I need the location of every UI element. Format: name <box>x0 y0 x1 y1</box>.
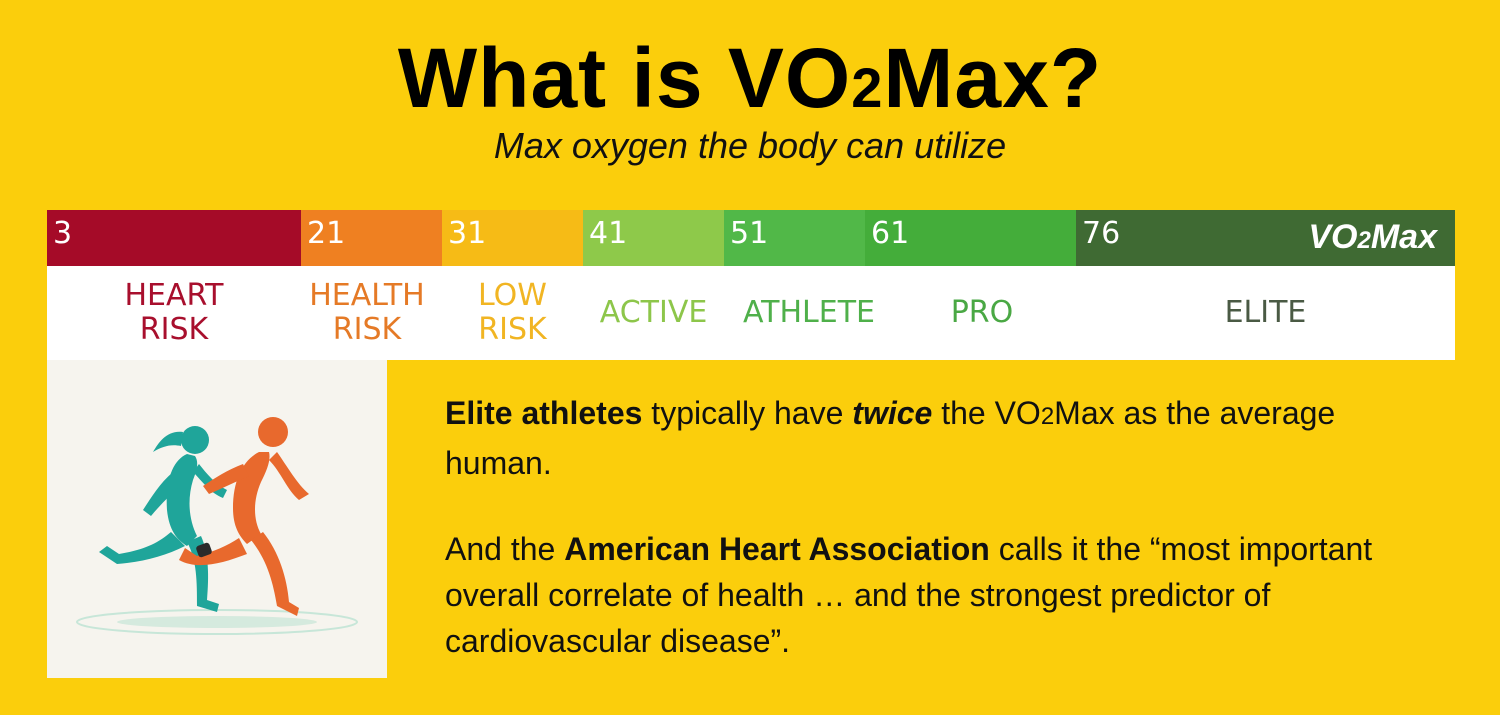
scale-label-health-risk: HEALTH RISK <box>309 278 425 347</box>
scale-value: 76 <box>1082 216 1121 251</box>
page-title: What is VO2Max? <box>397 31 1103 125</box>
runners-icon <box>76 417 358 635</box>
scale-value: 41 <box>589 216 628 251</box>
vo2max-badge: VO2Max <box>1308 218 1437 256</box>
scale-value: 3 <box>53 216 73 251</box>
scale-value: 31 <box>448 216 487 251</box>
vo2max-scale: 3 21 31 41 51 61 76 VO2Max HEART RISK HE… <box>47 210 1455 360</box>
scale-label-heart-risk: HEART RISK <box>124 278 224 347</box>
aha-paragraph: And the American Heart Association calls… <box>445 531 1373 659</box>
scale-value: 51 <box>730 216 769 251</box>
scale-segment-elite: 76 VO2Max <box>1076 210 1455 266</box>
scale-label-pro: PRO <box>950 295 1014 330</box>
description: Elite athletes typically have twice the … <box>445 390 1445 704</box>
scale-label-athlete: ATHLETE <box>742 295 876 330</box>
scale-label-active: ACTIVE <box>599 295 708 330</box>
scale-segment-heart-risk: 3 <box>47 210 301 266</box>
page-subtitle: Max oxygen the body can utilize <box>493 125 1007 166</box>
elite-athletes-paragraph: Elite athletes typically have twice the … <box>445 395 1336 481</box>
scale-segment-active: 41 <box>583 210 724 266</box>
runners-illustration <box>47 360 387 678</box>
scale-value: 61 <box>871 216 910 251</box>
scale-segment-athlete: 51 <box>724 210 865 266</box>
scale-segment-low-risk: 31 <box>442 210 583 266</box>
scale-segment-health-risk: 21 <box>301 210 442 266</box>
scale-label-elite: ELITE <box>1224 295 1307 330</box>
scale-segment-pro: 61 <box>865 210 1076 266</box>
scale-label-low-risk: LOW RISK <box>478 278 547 347</box>
scale-value: 21 <box>307 216 346 251</box>
